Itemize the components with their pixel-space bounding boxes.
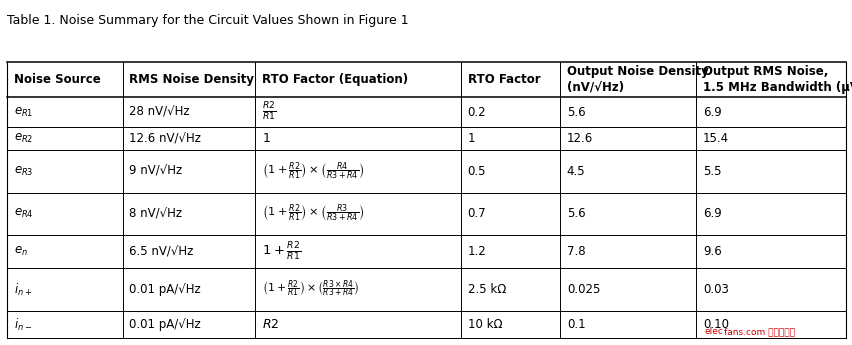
Text: RTO Factor (Equation): RTO Factor (Equation) bbox=[262, 73, 408, 86]
Text: 0.01 pA/√Hz: 0.01 pA/√Hz bbox=[130, 283, 201, 296]
Text: 0.025: 0.025 bbox=[566, 283, 600, 296]
Text: 6.5 nV/√Hz: 6.5 nV/√Hz bbox=[130, 245, 193, 258]
Text: Output Noise Density
(nV/√Hz): Output Noise Density (nV/√Hz) bbox=[566, 65, 708, 94]
Text: 12.6 nV/√Hz: 12.6 nV/√Hz bbox=[130, 132, 201, 145]
Text: $1$: $1$ bbox=[262, 132, 271, 145]
Text: $i_{n+}$: $i_{n+}$ bbox=[14, 282, 32, 298]
Text: 4.5: 4.5 bbox=[566, 165, 584, 178]
Text: Table 1. Noise Summary for the Circuit Values Shown in Figure 1: Table 1. Noise Summary for the Circuit V… bbox=[7, 14, 408, 27]
Text: 0.10: 0.10 bbox=[702, 318, 728, 331]
Text: RTO Factor: RTO Factor bbox=[467, 73, 539, 86]
Text: $R2$: $R2$ bbox=[262, 318, 279, 331]
Text: fans.com 电子发烧友: fans.com 电子发烧友 bbox=[723, 327, 794, 336]
Text: Noise Source: Noise Source bbox=[14, 73, 101, 86]
Text: $\frac{R2}{R1}$: $\frac{R2}{R1}$ bbox=[262, 101, 276, 123]
Text: 5.6: 5.6 bbox=[566, 207, 584, 220]
Text: 9 nV/√Hz: 9 nV/√Hz bbox=[130, 165, 182, 178]
Text: $e_{R1}$: $e_{R1}$ bbox=[14, 106, 33, 119]
Text: 15.4: 15.4 bbox=[702, 132, 728, 145]
Text: elec: elec bbox=[704, 327, 722, 336]
Text: 1: 1 bbox=[467, 132, 475, 145]
Text: 0.5: 0.5 bbox=[467, 165, 486, 178]
Text: 0.1: 0.1 bbox=[566, 318, 584, 331]
Text: 0.03: 0.03 bbox=[702, 283, 728, 296]
Text: 5.6: 5.6 bbox=[566, 106, 584, 119]
Text: 6.9: 6.9 bbox=[702, 106, 721, 119]
Text: 0.2: 0.2 bbox=[467, 106, 486, 119]
Text: 6.9: 6.9 bbox=[702, 207, 721, 220]
Text: $e_{R4}$: $e_{R4}$ bbox=[14, 207, 33, 220]
Text: Output RMS Noise,
1.5 MHz Bandwidth (μV): Output RMS Noise, 1.5 MHz Bandwidth (μV) bbox=[702, 65, 852, 94]
Text: 12.6: 12.6 bbox=[566, 132, 592, 145]
Text: $e_n$: $e_n$ bbox=[14, 245, 27, 258]
Text: 5.5: 5.5 bbox=[702, 165, 721, 178]
Text: $i_{n-}$: $i_{n-}$ bbox=[14, 316, 32, 333]
Text: $\left(1+\frac{R2}{R1}\right)\times\left(\frac{R3}{R3+R4}\right)$: $\left(1+\frac{R2}{R1}\right)\times\left… bbox=[262, 203, 364, 224]
Text: 10 kΩ: 10 kΩ bbox=[467, 318, 502, 331]
Text: $1+\frac{R2}{R1}$: $1+\frac{R2}{R1}$ bbox=[262, 240, 301, 263]
Text: RMS Noise Density: RMS Noise Density bbox=[130, 73, 254, 86]
Text: 1.2: 1.2 bbox=[467, 245, 486, 258]
Text: $e_{R3}$: $e_{R3}$ bbox=[14, 165, 33, 178]
Text: 0.7: 0.7 bbox=[467, 207, 486, 220]
Text: $\left(1+\frac{R2}{R1}\right)\times\left(\frac{R4}{R3+R4}\right)$: $\left(1+\frac{R2}{R1}\right)\times\left… bbox=[262, 161, 364, 182]
Text: 9.6: 9.6 bbox=[702, 245, 721, 258]
Text: 8 nV/√Hz: 8 nV/√Hz bbox=[130, 207, 182, 220]
Text: $e_{R2}$: $e_{R2}$ bbox=[14, 132, 33, 145]
Text: 2.5 kΩ: 2.5 kΩ bbox=[467, 283, 505, 296]
Text: $\left(1+\frac{R2}{R1}\right)\times\left(\frac{R3\times R4}{R3+R4}\right)$: $\left(1+\frac{R2}{R1}\right)\times\left… bbox=[262, 279, 360, 300]
Text: 0.01 pA/√Hz: 0.01 pA/√Hz bbox=[130, 318, 201, 331]
Text: 7.8: 7.8 bbox=[566, 245, 584, 258]
Text: 28 nV/√Hz: 28 nV/√Hz bbox=[130, 106, 190, 119]
